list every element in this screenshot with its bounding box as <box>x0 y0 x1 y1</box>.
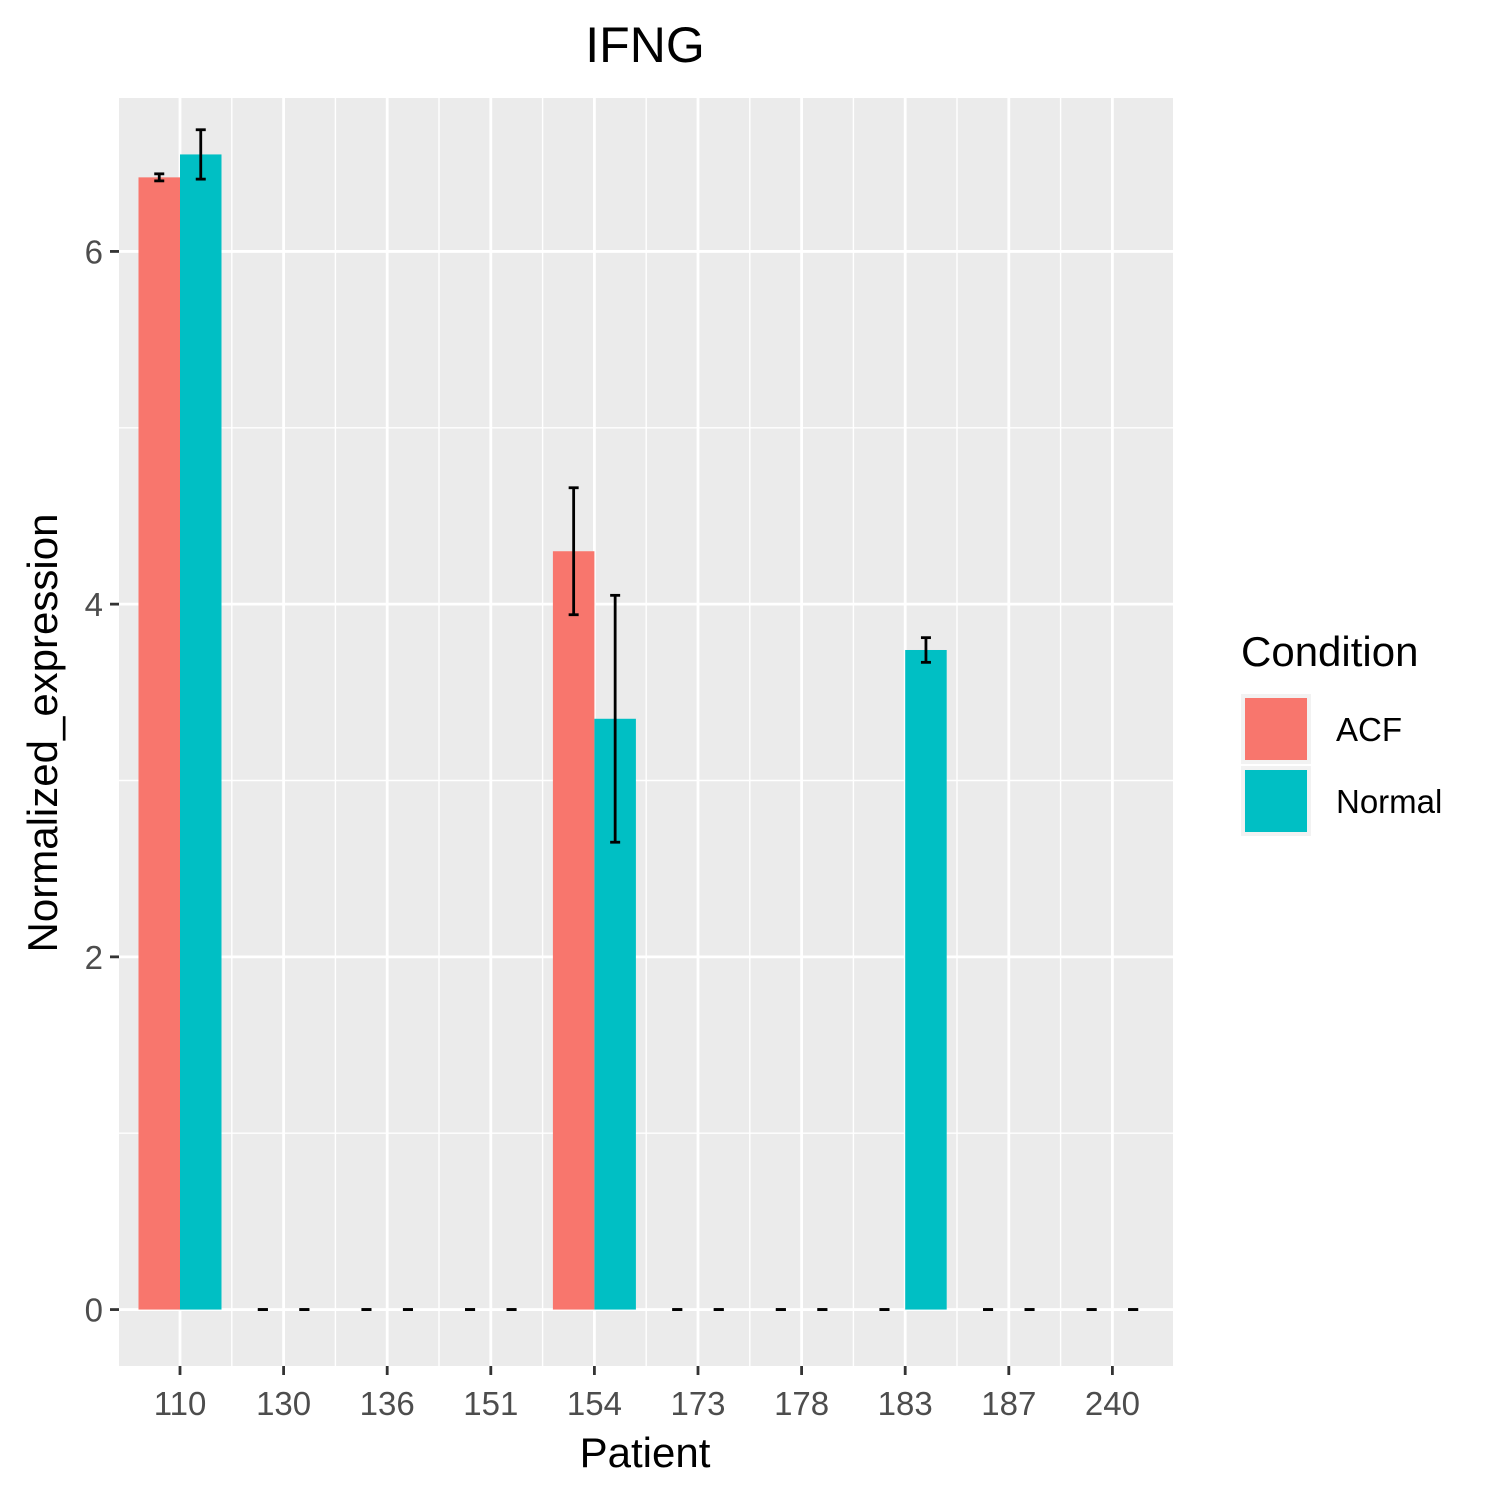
x-tick-label: 183 <box>878 1385 933 1422</box>
legend-title: Condition <box>1241 628 1418 675</box>
x-tick-label: 151 <box>463 1385 518 1422</box>
x-tick-label: 187 <box>981 1385 1036 1422</box>
bar-normal-110 <box>180 154 222 1310</box>
y-tick-label: 6 <box>85 233 103 270</box>
bars <box>138 154 947 1310</box>
bar-normal-183 <box>905 649 947 1310</box>
x-tick-label: 178 <box>774 1385 829 1422</box>
x-tick-label: 240 <box>1085 1385 1140 1422</box>
y-axis-title: Normalized_expression <box>19 514 66 953</box>
bar-acf-154 <box>552 551 595 1310</box>
minor-gridlines <box>119 98 1173 1366</box>
legend-key-normal <box>1245 770 1307 832</box>
error-bars <box>154 128 1139 1311</box>
x-tick-label: 130 <box>256 1385 311 1422</box>
legend-key-acf <box>1245 698 1307 760</box>
x-tick-label: 173 <box>670 1385 725 1422</box>
x-axis: 110 130 136 151 154 173 178 183 187 240 <box>154 1366 1140 1422</box>
major-gridlines <box>119 98 1173 1366</box>
x-tick-label: 154 <box>567 1385 622 1422</box>
x-tick-label: 136 <box>360 1385 415 1422</box>
y-axis: 0 2 4 6 <box>85 233 119 1329</box>
legend-label-normal: Normal <box>1336 783 1442 820</box>
chart-title: IFNG <box>585 17 704 73</box>
error-bar-normal-110 <box>195 128 206 181</box>
error-bar-normal-183 <box>920 636 931 664</box>
y-tick-label: 4 <box>85 586 103 623</box>
legend-label-acf: ACF <box>1336 711 1402 748</box>
x-tick-label: 110 <box>154 1385 207 1422</box>
error-bar-normal-154 <box>610 593 621 844</box>
error-bar-acf-110 <box>154 172 165 183</box>
legend: Condition ACF Normal <box>1241 628 1442 836</box>
error-bar-acf-154 <box>568 486 579 617</box>
bar-acf-110 <box>138 177 180 1310</box>
x-axis-title: Patient <box>580 1429 711 1476</box>
y-tick-label: 0 <box>85 1292 103 1329</box>
y-tick-label: 2 <box>85 939 103 976</box>
